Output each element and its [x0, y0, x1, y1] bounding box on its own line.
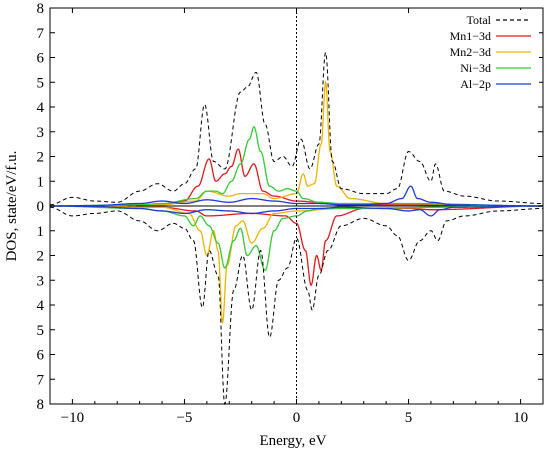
y-tick-label: 6 — [37, 348, 45, 364]
y-tick-label: 1 — [37, 174, 45, 190]
y-tick-label: 3 — [37, 273, 45, 289]
legend-label: Ni−3d — [460, 61, 491, 75]
y-tick-label: 4 — [37, 298, 45, 314]
y-axis-title: DOS, state/eV/f.u. — [4, 151, 20, 262]
series-al-2p-spin-up — [50, 185, 543, 207]
y-tick-label: 6 — [37, 51, 45, 67]
y-tick-label: 7 — [37, 26, 45, 42]
x-tick-label: −5 — [176, 410, 192, 426]
series-total-spin-down — [49, 206, 544, 406]
y-tick-label: 0 — [37, 199, 45, 215]
y-tick-label: 3 — [37, 125, 45, 141]
x-tick-label: 10 — [513, 410, 528, 426]
legend-label: Total — [467, 13, 492, 27]
legend-label: Mn2−3d — [450, 45, 491, 59]
y-tick-label: 7 — [37, 372, 45, 388]
legend-label: Al−2p — [460, 77, 491, 91]
x-tick-label: 0 — [293, 410, 301, 426]
y-tick-label: 2 — [37, 150, 45, 166]
y-tick-label: 8 — [37, 397, 45, 413]
y-tick-label: 2 — [37, 249, 45, 265]
x-axis-title: Energy, eV — [259, 433, 326, 449]
plot-area: −10 −5 0 5 1087654321012345678TotalMn1−3dMn2… — [37, 1, 544, 426]
y-tick-label: 1 — [37, 224, 45, 240]
legend-label: Mn1−3d — [450, 29, 491, 43]
y-tick-label: 8 — [37, 1, 45, 17]
series-total-spin-up — [50, 51, 544, 206]
y-tick-label: 4 — [37, 100, 45, 116]
y-tick-label: 5 — [37, 323, 45, 339]
y-tick-label: 5 — [37, 75, 45, 91]
x-tick-label: −10 — [61, 410, 84, 426]
x-tick-label: 5 — [405, 410, 413, 426]
legend-box — [415, 10, 539, 90]
